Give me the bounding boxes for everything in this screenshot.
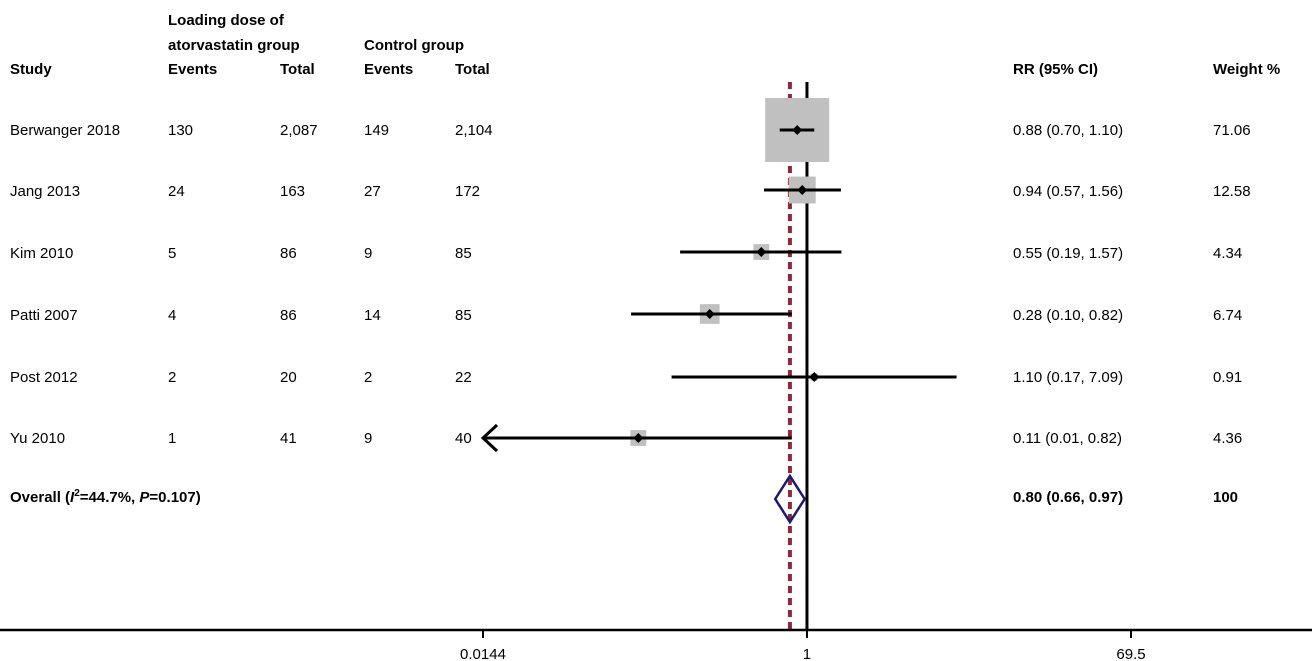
study-row: Patti 2007 4 86 14 85 0.28 (0.10, 0.82) … <box>10 307 1242 324</box>
total-control: 40 <box>455 430 472 447</box>
point-estimate <box>633 433 644 443</box>
events-control: 9 <box>364 430 372 447</box>
header-weight: Weight % <box>1213 61 1280 78</box>
overall-i-value: =44.7%, <box>80 489 140 506</box>
events-control: 149 <box>364 122 389 139</box>
point-estimate <box>809 372 820 382</box>
events-control: 27 <box>364 183 381 200</box>
events-control: 2 <box>364 369 372 386</box>
overall-diamond <box>773 473 807 525</box>
study-row: Jang 2013 24 163 27 172 0.94 (0.57, 1.56… <box>10 183 1251 200</box>
rr-ci-text: 0.94 (0.57, 1.56) <box>1013 183 1123 200</box>
total-control: 22 <box>455 369 472 386</box>
x-tick-label-0: 0.0144 <box>460 646 506 661</box>
point-estimate <box>756 247 767 257</box>
study-name: Post 2012 <box>10 369 78 386</box>
weight-text: 0.91 <box>1213 369 1242 386</box>
total-treatment: 2,087 <box>280 122 318 139</box>
events-control: 14 <box>364 307 381 324</box>
weight-text: 71.06 <box>1213 122 1251 139</box>
header-events1: Events <box>168 61 217 78</box>
study-name: Jang 2013 <box>10 183 80 200</box>
header-total2: Total <box>455 61 490 78</box>
overall-label: Overall (I2=44.7%, P=0.107) <box>10 488 201 506</box>
events-treatment: 4 <box>168 307 176 324</box>
study-row: Yu 2010 1 41 9 40 0.11 (0.01, 0.82) 4.36 <box>10 430 1242 447</box>
header-study: Study <box>10 61 52 78</box>
overall-i-sup: 2 <box>74 488 80 499</box>
rr-ci-text: 0.88 (0.70, 1.10) <box>1013 122 1123 139</box>
total-treatment: 86 <box>280 307 297 324</box>
overall-p-value: =0.107) <box>149 489 200 506</box>
total-control: 2,104 <box>455 122 493 139</box>
events-treatment: 24 <box>168 183 185 200</box>
overall-i-letter: I <box>70 489 75 506</box>
overall-rr-text: 0.80 (0.66, 0.97) <box>1013 489 1123 506</box>
header-total1: Total <box>280 61 315 78</box>
weight-text: 12.58 <box>1213 183 1251 200</box>
rr-ci-text: 0.28 (0.10, 0.82) <box>1013 307 1123 324</box>
overall-p-letter: P <box>139 489 150 506</box>
x-tick-label-1: 1 <box>803 646 811 661</box>
weight-text: 6.74 <box>1213 307 1242 324</box>
total-treatment: 41 <box>280 430 297 447</box>
study-name: Patti 2007 <box>10 307 78 324</box>
study-row: Post 2012 2 20 2 22 1.10 (0.17, 7.09) 0.… <box>10 369 1242 386</box>
total-treatment: 86 <box>280 245 297 262</box>
rr-ci-text: 1.10 (0.17, 7.09) <box>1013 369 1123 386</box>
rr-ci-text: 0.11 (0.01, 0.82) <box>1013 430 1122 447</box>
header-group1-line1: Loading dose of <box>168 12 285 29</box>
forest-marks <box>480 98 957 525</box>
header-rr: RR (95% CI) <box>1013 61 1098 78</box>
study-row: Berwanger 2018 130 2,087 149 2,104 0.88 … <box>10 122 1251 139</box>
study-name: Kim 2010 <box>10 245 73 262</box>
total-control: 85 <box>455 245 472 262</box>
header-group1-line2: atorvastatin group <box>168 37 300 54</box>
ci-arrow <box>480 423 499 453</box>
study-name: Berwanger 2018 <box>10 122 120 139</box>
header-events2: Events <box>364 61 413 78</box>
total-control: 172 <box>455 183 480 200</box>
x-tick-label-2: 69.5 <box>1116 646 1145 661</box>
total-treatment: 20 <box>280 369 297 386</box>
overall-weight-text: 100 <box>1213 489 1238 506</box>
events-control: 9 <box>364 245 372 262</box>
point-estimate <box>792 125 803 135</box>
total-control: 85 <box>455 307 472 324</box>
study-row: Kim 2010 5 86 9 85 0.55 (0.19, 1.57) 4.3… <box>10 245 1242 262</box>
header-group2: Control group <box>364 37 464 54</box>
events-treatment: 1 <box>168 430 176 447</box>
events-treatment: 130 <box>168 122 193 139</box>
weight-text: 4.34 <box>1213 245 1242 262</box>
rr-ci-text: 0.55 (0.19, 1.57) <box>1013 245 1123 262</box>
weight-text: 4.36 <box>1213 430 1242 447</box>
point-estimate <box>704 309 715 319</box>
overall-prefix: Overall ( <box>10 489 70 506</box>
events-treatment: 2 <box>168 369 176 386</box>
point-estimate <box>797 185 808 195</box>
total-treatment: 163 <box>280 183 305 200</box>
events-treatment: 5 <box>168 245 176 262</box>
study-name: Yu 2010 <box>10 430 65 447</box>
